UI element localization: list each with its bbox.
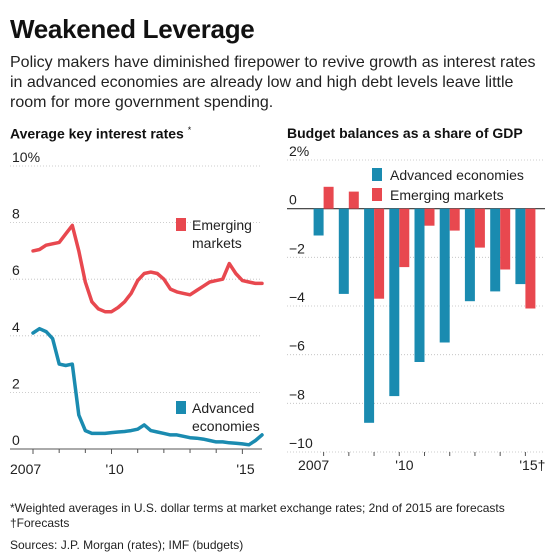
emerging-bar <box>449 208 460 231</box>
advanced-economies-line <box>31 326 264 447</box>
advanced-bar <box>414 208 425 362</box>
budget-y-tick-label: −6 <box>289 338 305 354</box>
budget-y-tick-label: −2 <box>289 240 305 256</box>
advanced-legend-label: Advanced <box>192 400 254 416</box>
emerging-bar <box>500 208 511 270</box>
advanced-bar <box>338 208 349 294</box>
rates-y-tick-label: 6 <box>12 262 20 278</box>
footnote-sources: Sources: J.P. Morgan (rates); IMF (budge… <box>10 538 244 552</box>
budget-y-tick-label: −10 <box>289 435 313 451</box>
emerging-bar <box>399 208 410 268</box>
emerging-bar <box>348 191 359 209</box>
advanced-bar <box>313 208 324 236</box>
budget-y-tick-label: 2% <box>289 143 309 159</box>
budget-advanced-legend-label: Advanced economies <box>390 167 524 183</box>
rates-title-asterisk: * <box>187 125 192 135</box>
chart-title: Weakened Leverage <box>10 14 255 44</box>
advanced-bar <box>464 208 475 302</box>
advanced-bar <box>439 208 450 343</box>
emerging-bar <box>474 208 485 248</box>
emerging-bar <box>424 208 435 226</box>
emerging-legend-swatch <box>176 218 186 231</box>
chart-subtitle: Policy makers have diminished firepower … <box>10 54 536 111</box>
emerging-markets-line <box>31 223 264 314</box>
budget-advanced-legend-swatch <box>372 168 382 181</box>
rates-y-tick-label: 2 <box>12 375 20 391</box>
rates-panel-title: Average key interest rates * <box>10 125 191 142</box>
budget-panel-title: Budget balances as a share of GDP <box>287 125 523 141</box>
budget-y-tick-label: −4 <box>289 289 305 305</box>
rates-y-tick-label: 0 <box>12 432 20 448</box>
rates-x-tick-label: '10 <box>106 461 124 477</box>
rates-x-tick-label: 2007 <box>10 461 41 477</box>
advanced-legend-swatch <box>176 401 186 414</box>
emerging-legend-label: Emerging <box>192 217 252 233</box>
budget-y-tick-label: −8 <box>289 386 305 402</box>
rates-y-tick-label: 8 <box>12 206 20 222</box>
advanced-bar <box>515 208 526 285</box>
rates-panel-title-text: Average key interest rates <box>10 125 184 142</box>
emerging-bar <box>323 186 334 209</box>
rates-y-tick-label: 10% <box>12 149 40 165</box>
budget-x-tick-label: '10 <box>395 457 413 473</box>
advanced-bar <box>389 208 400 397</box>
advanced-legend-label: economies <box>192 418 260 434</box>
advanced-bar <box>490 208 501 292</box>
emerging-bar <box>525 208 536 309</box>
budget-emerging-legend-swatch <box>372 188 382 201</box>
budget-x-tick-label: 2007 <box>298 457 329 473</box>
footnote-forecasts: †Forecasts <box>10 516 70 530</box>
budget-x-tick-label: '15† <box>519 457 545 473</box>
rates-y-tick-label: 4 <box>12 319 20 335</box>
emerging-legend-label: markets <box>192 235 242 251</box>
rates-x-tick-label: '15 <box>236 461 254 477</box>
emerging-bar <box>374 208 385 299</box>
advanced-bar <box>364 208 375 423</box>
budget-emerging-legend-label: Emerging markets <box>390 187 504 203</box>
budget-y-tick-label: 0 <box>289 192 297 208</box>
footnote-weighted: *Weighted averages in U.S. dollar terms … <box>10 501 505 515</box>
